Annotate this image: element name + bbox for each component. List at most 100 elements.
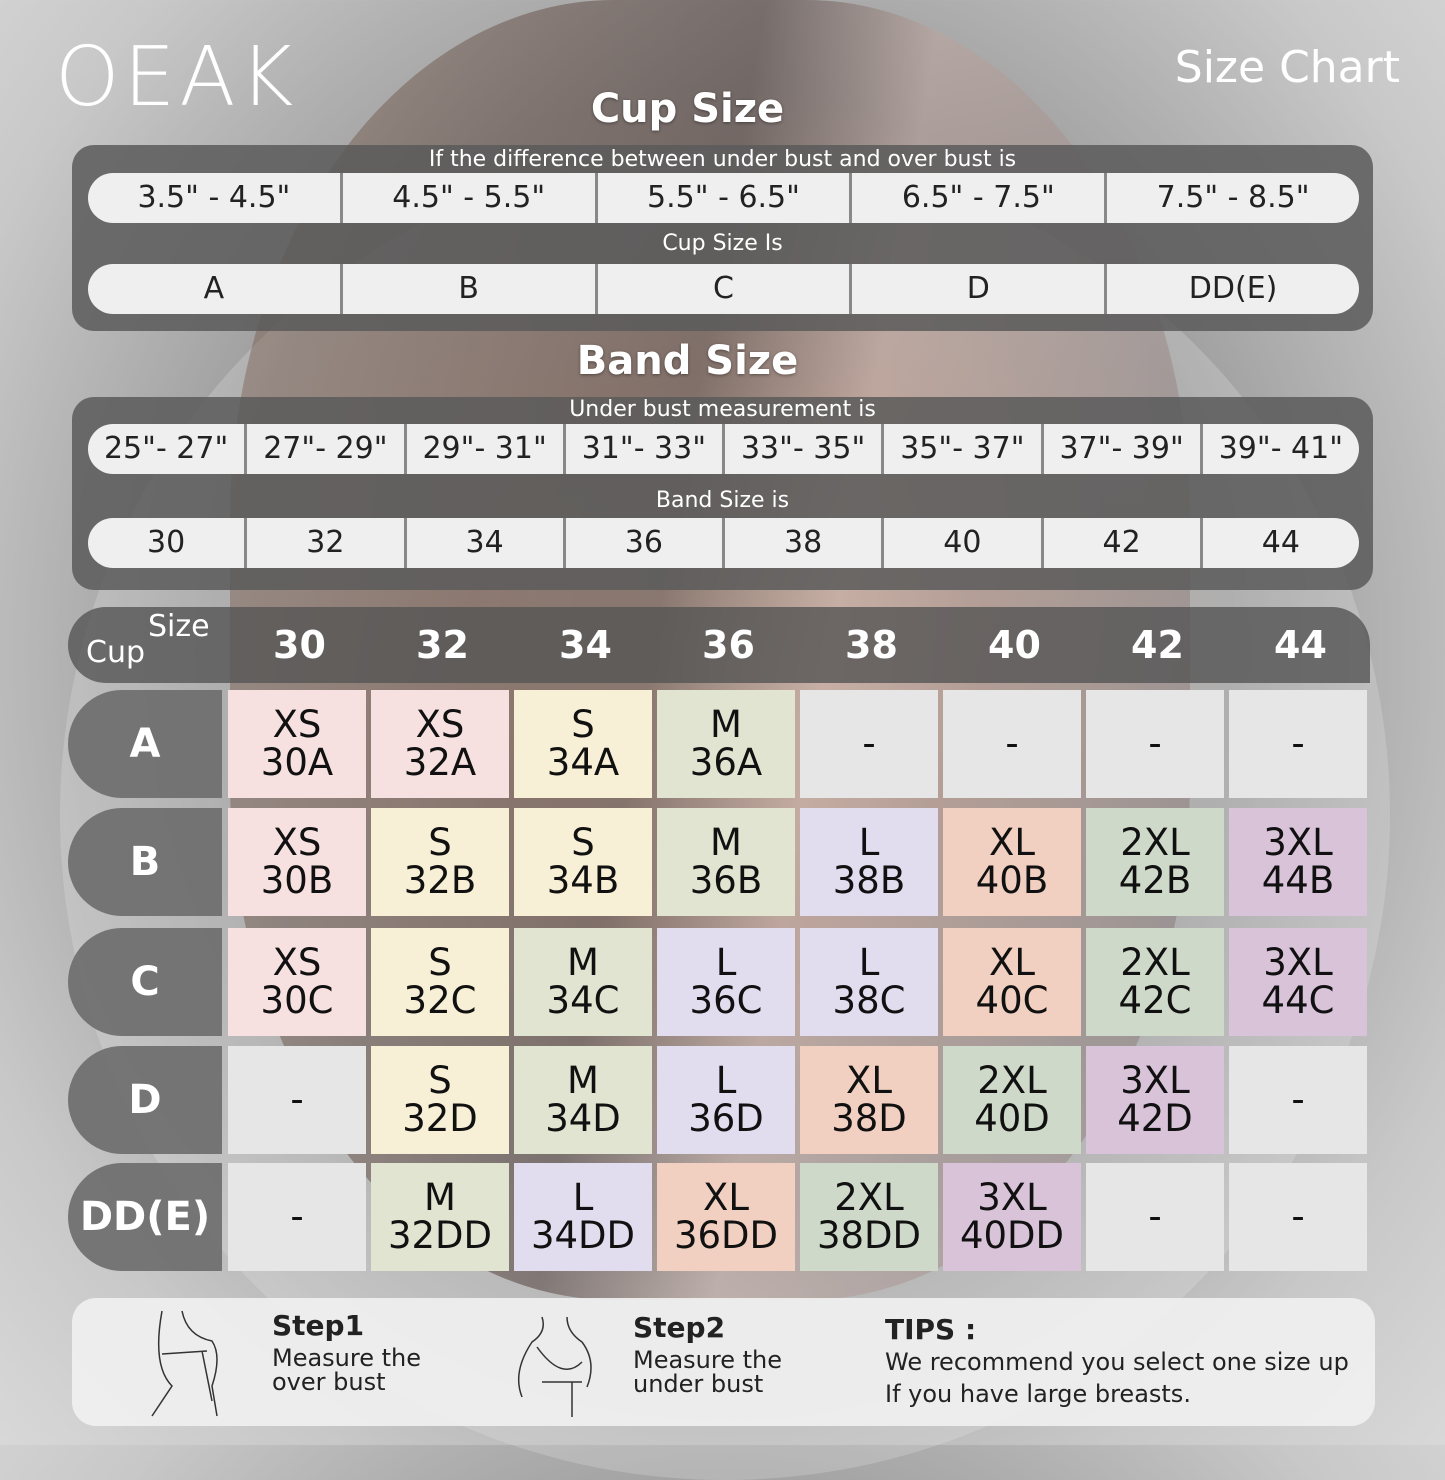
bra-size: 36DD	[673, 1214, 779, 1257]
tips-text-2: If you have large breasts.	[885, 1380, 1191, 1408]
band-number: 42	[1040, 518, 1200, 568]
cup-ranges: 3.5" - 4.5" 4.5" - 5.5" 5.5" - 6.5" 6.5" - …	[88, 173, 1359, 223]
size-cell: M 34C	[514, 928, 652, 1036]
bra-size: 42C	[1118, 979, 1192, 1022]
size-cell: L 38C	[800, 928, 938, 1036]
bra-size: 38DD	[816, 1214, 922, 1257]
tips-title: TIPS :	[885, 1313, 977, 1346]
bra-size: 36B	[689, 859, 763, 902]
letter-size: -	[290, 1078, 304, 1121]
measure-steps: Step1 Measure the over bust Step2 Measure t…	[72, 1298, 1375, 1426]
column-header: 34	[559, 623, 612, 667]
bra-size: 42B	[1118, 859, 1192, 902]
bra-size: 34DD	[530, 1214, 636, 1257]
column-header: 36	[702, 623, 755, 667]
bra-size: 32B	[403, 859, 477, 902]
size-cell: -	[1229, 690, 1367, 798]
band-number: 36	[562, 518, 722, 568]
bra-size: 38B	[832, 859, 906, 902]
cup-size-title: Cup Size	[590, 86, 785, 132]
letter-size: 2XL	[1120, 941, 1190, 984]
bra-size: 36A	[689, 741, 763, 784]
bra-size: 32C	[403, 979, 477, 1022]
under-bust-figure-icon	[517, 1316, 592, 1417]
row-cup-label: C	[68, 928, 222, 1036]
letter-size: 3XL	[977, 1176, 1047, 1219]
band-size-title: Band Size	[576, 338, 799, 384]
table-header: Cup Size 30 32 34 36 38 40 42 44	[68, 607, 1370, 683]
band-range: 29"- 31"	[403, 424, 563, 474]
cup-caption: If the difference between under bust and…	[428, 147, 1017, 172]
letter-size: -	[1148, 722, 1162, 765]
column-header: 30	[273, 623, 326, 667]
chart-title: Size Chart	[1174, 42, 1400, 93]
size-cell: M 36B	[657, 808, 795, 916]
bra-size: 34A	[546, 741, 620, 784]
size-cell: XS 30B	[228, 808, 366, 916]
band-number: 32	[244, 518, 403, 568]
column-header: 42	[1131, 623, 1184, 667]
bra-size: 44B	[1261, 859, 1335, 902]
size-cell: 2XL 40D	[943, 1046, 1081, 1154]
letter-size: 2XL	[834, 1176, 904, 1219]
band-caption-2: Band Size is	[655, 488, 790, 513]
tips-text: We recommend you select one size up	[885, 1348, 1349, 1376]
row-cup-label: D	[68, 1046, 222, 1154]
letter-size: S	[571, 821, 595, 864]
band-number: 44	[1199, 518, 1359, 568]
bra-size: 30A	[260, 741, 334, 784]
band-range: 39"- 41"	[1199, 424, 1359, 474]
letter-size: S	[428, 941, 452, 984]
cup-letter: D	[849, 264, 1104, 314]
row-cup-label: A	[68, 690, 222, 798]
step2-title: Step2	[633, 1311, 726, 1344]
letter-size: -	[1148, 1195, 1162, 1238]
letter-size: XS	[272, 703, 322, 746]
corner-cup-label: Cup	[86, 635, 146, 670]
letter-size: L	[858, 941, 880, 984]
row-cup-label: DD(E)	[68, 1163, 222, 1271]
size-cell: 3XL 40DD	[943, 1163, 1081, 1271]
letter-size: 3XL	[1263, 941, 1333, 984]
band-number: 30	[147, 525, 186, 560]
bra-size: 36D	[688, 1097, 764, 1140]
size-cell: -	[1229, 1046, 1367, 1154]
bra-size: 42D	[1117, 1097, 1193, 1140]
band-range: 27"- 29"	[244, 424, 403, 474]
letter-size: L	[572, 1176, 594, 1219]
column-header: 40	[988, 623, 1041, 667]
band-caption: Under bust measurement is	[569, 397, 876, 422]
size-cell: 2XL 42B	[1086, 808, 1224, 916]
column-header: 32	[416, 623, 469, 667]
size-cell: XS 30A	[228, 690, 366, 798]
letter-size: M	[424, 1176, 456, 1219]
size-cell: XL 36DD	[657, 1163, 795, 1271]
size-cell: M 32DD	[371, 1163, 509, 1271]
letter-size: XS	[272, 821, 322, 864]
size-cell: -	[1086, 1163, 1224, 1271]
letter-size: 3XL	[1120, 1059, 1190, 1102]
band-range: 31"- 33"	[562, 424, 722, 474]
size-cell: L 36D	[657, 1046, 795, 1154]
band-number: 34	[403, 518, 563, 568]
letter-size: -	[1291, 1195, 1305, 1238]
letter-size: XL	[846, 1059, 892, 1102]
size-cell: 3XL 44C	[1229, 928, 1367, 1036]
size-cell: L 36C	[657, 928, 795, 1036]
size-cell: S 32C	[371, 928, 509, 1036]
letter-size: 2XL	[977, 1059, 1047, 1102]
letter-size: XL	[703, 1176, 749, 1219]
letter-size: 3XL	[1263, 821, 1333, 864]
size-cell: -	[800, 690, 938, 798]
letter-size: -	[290, 1195, 304, 1238]
size-cell: S 32B	[371, 808, 509, 916]
letter-size: XS	[272, 941, 322, 984]
bra-size: 34D	[545, 1097, 621, 1140]
letter-size: XS	[415, 703, 465, 746]
step2-text-2: under bust	[633, 1370, 764, 1398]
cup-letters: A B C D DD(E)	[88, 264, 1359, 314]
band-ranges: 25"- 27" 27"- 29" 29"- 31" 31"- 33" 33"- 35"…	[88, 424, 1359, 474]
bra-size: 36C	[689, 979, 763, 1022]
size-cell: 3XL 44B	[1229, 808, 1367, 916]
letter-size: -	[1291, 1078, 1305, 1121]
